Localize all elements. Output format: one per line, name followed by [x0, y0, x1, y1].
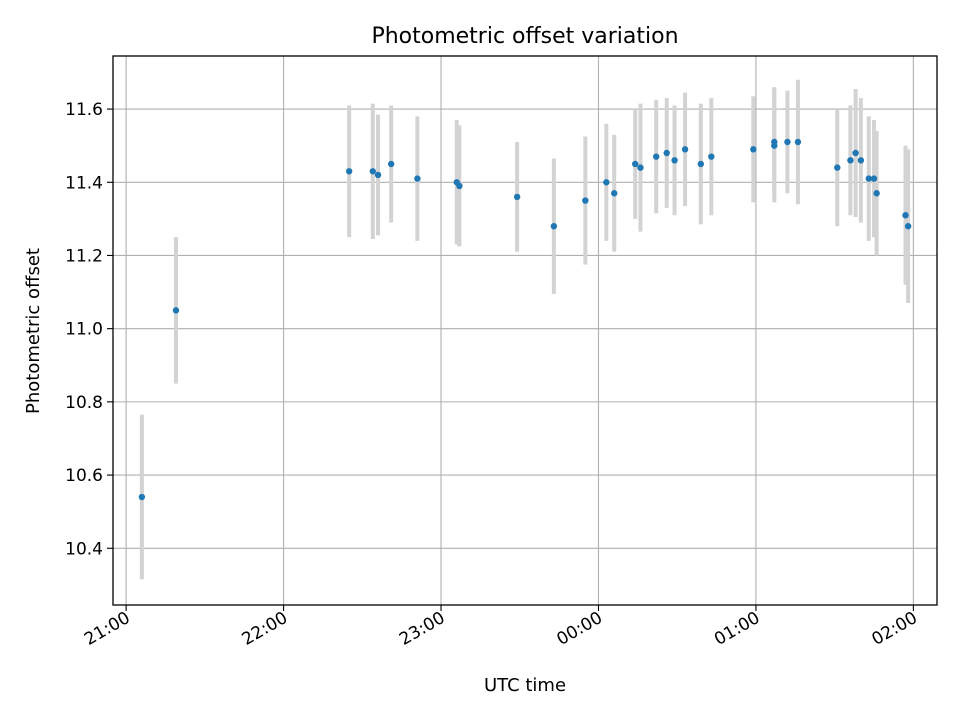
data-points [138, 138, 912, 501]
data-point [873, 190, 880, 197]
data-point [513, 193, 521, 201]
data-point [771, 142, 778, 149]
y-axis-label: Photometric offset [23, 248, 44, 414]
data-point [611, 190, 618, 197]
y-tick-label: 11.6 [65, 100, 103, 120]
data-point [708, 153, 715, 160]
data-point [857, 157, 865, 164]
data-point [697, 160, 705, 168]
data-point [847, 157, 854, 164]
data-point [653, 153, 660, 160]
data-point [663, 149, 670, 157]
y-tick-label: 11.2 [65, 246, 103, 266]
data-point [865, 175, 872, 182]
data-point [172, 307, 180, 314]
data-point [852, 149, 859, 157]
data-point [632, 160, 639, 168]
data-point [750, 146, 757, 153]
x-axis-label: UTC time [484, 675, 566, 696]
data-point [671, 157, 678, 164]
data-point [681, 146, 689, 153]
data-point [345, 168, 353, 175]
y-tick-label: 10.6 [65, 466, 103, 486]
y-tick-label: 10.8 [65, 393, 103, 413]
y-tick-label: 11.0 [65, 320, 103, 340]
data-point [904, 222, 912, 230]
y-tick-label: 11.4 [65, 173, 103, 193]
plot-frame [112, 55, 938, 606]
y-tick-label: 10.4 [65, 539, 103, 559]
data-point [784, 138, 791, 146]
data-point [834, 164, 841, 171]
data-point [414, 175, 421, 182]
data-point [637, 164, 644, 171]
data-point [138, 493, 146, 501]
data-point [870, 175, 878, 182]
data-point [456, 182, 463, 190]
chart-title: Photometric offset variation [371, 24, 678, 49]
data-point [387, 160, 395, 168]
data-point [550, 222, 558, 230]
data-point [374, 171, 382, 179]
data-point [603, 179, 610, 186]
data-point [369, 168, 376, 175]
data-point [794, 138, 802, 146]
data-point [902, 212, 909, 219]
data-point [582, 197, 589, 204]
